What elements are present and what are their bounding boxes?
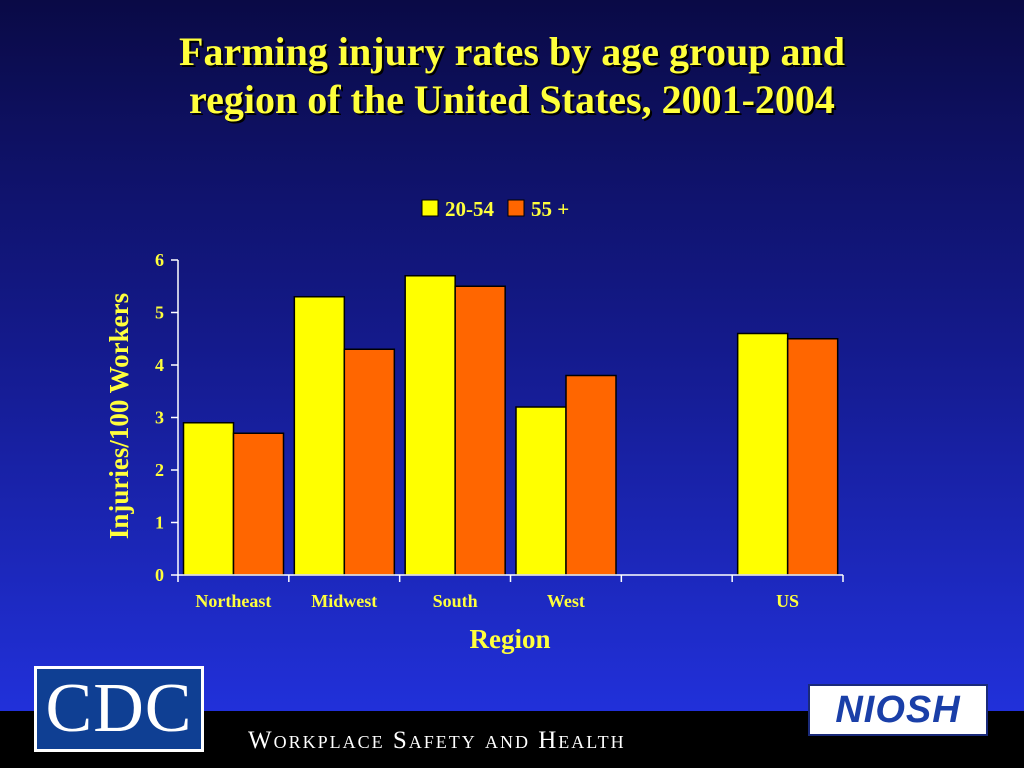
x-tick-label-6: US (776, 591, 799, 611)
cdc-logo: CDC (34, 666, 204, 752)
legend-swatch-1 (421, 199, 439, 217)
x-axis-title: Region (470, 624, 551, 654)
bar-1-3 (404, 275, 456, 576)
x-tick-label-3: South (433, 591, 478, 611)
slide-title: Farming injury rates by age group and re… (0, 28, 1024, 124)
bar-2-3 (454, 285, 506, 576)
x-tick-label-1: Northeast (195, 591, 271, 611)
legend-label-1: 20-54 (445, 197, 494, 221)
bar-2-1 (232, 432, 285, 576)
bar-2-4 (565, 374, 617, 576)
bar-chart: 20-54 55 + 0 1 2 3 4 5 6 Northeast Midwest South We… (104, 197, 844, 654)
y-tick-label-5: 5 (155, 303, 164, 323)
bar-1-2 (293, 296, 346, 576)
footer-text: Workplace Safety and Health (248, 727, 626, 754)
y-tick-label-6: 6 (155, 250, 164, 270)
bar-1-6 (736, 332, 789, 576)
niosh-logo-text: NIOSH (835, 689, 961, 731)
chart-axes: 0 1 2 3 4 5 6 Northeast Midwest South West US (155, 250, 844, 611)
y-tick-label-3: 3 (155, 408, 164, 428)
bar-2-2 (343, 348, 396, 576)
niosh-logo: NIOSH (808, 684, 988, 736)
legend-swatch-2 (507, 199, 525, 217)
x-tick-label-4: West (547, 591, 585, 611)
bar-2-6 (786, 338, 839, 576)
chart-legend: 20-54 55 + (421, 197, 569, 221)
chart-bars (182, 275, 839, 576)
cdc-logo-text: CDC (45, 670, 193, 747)
legend-label-2: 55 + (531, 197, 569, 221)
x-tick-label-2: Midwest (311, 591, 377, 611)
y-tick-label-1: 1 (155, 513, 164, 533)
y-tick-label-4: 4 (155, 355, 164, 375)
bar-1-1 (182, 422, 235, 576)
y-tick-label-0: 0 (155, 565, 164, 585)
slide-title-line-2: region of the United States, 2001-2004 (189, 77, 835, 122)
y-axis-title: Injuries/100 Workers (104, 293, 134, 539)
slide-title-line-1: Farming injury rates by age group and (179, 29, 845, 74)
bar-1-4 (515, 406, 567, 576)
y-tick-label-2: 2 (155, 460, 164, 480)
